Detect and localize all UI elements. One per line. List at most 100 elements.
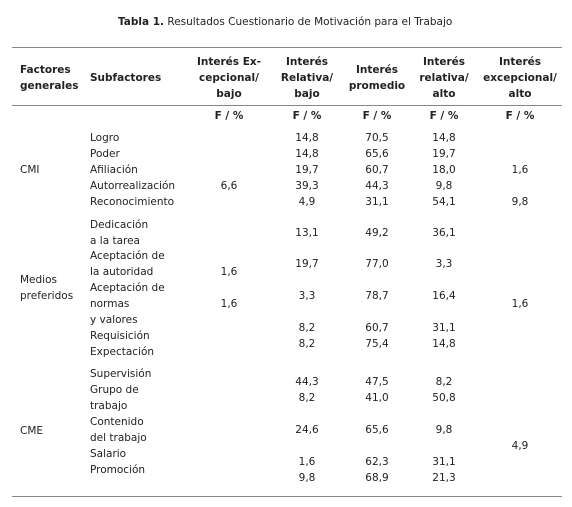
cell-value: 60,7: [365, 322, 389, 334]
column-header: relativa/: [419, 72, 469, 84]
subfactor-label: Poder: [90, 148, 120, 160]
cell-value: 31,1: [432, 456, 456, 468]
column-header: Relativa/: [280, 72, 334, 84]
subfactor-label: Logro: [90, 132, 120, 144]
subfactor-label: Reconocimiento: [90, 196, 175, 208]
cell-value: 9,8: [435, 180, 453, 192]
cell-value: 39,3: [295, 180, 319, 192]
cell-value: 14,8: [432, 338, 456, 350]
cell-value: 44,3: [295, 376, 319, 388]
cell-value: 8,2: [298, 338, 316, 350]
unit-label: F / %: [292, 110, 322, 122]
factor-label: CMI: [20, 164, 40, 176]
column-header: Interés: [355, 64, 399, 76]
cell-value: 1,6: [511, 164, 529, 176]
subfactor-label: Aceptación de: [90, 282, 165, 294]
subfactor-label: Grupo de: [90, 384, 139, 396]
title-text: Resultados Cuestionario de Motivación pa…: [167, 16, 453, 28]
cell-value: 62,3: [365, 456, 389, 468]
cell-value: 68,9: [365, 472, 389, 484]
cell-value: 4,9: [511, 440, 529, 452]
factor-label: CME: [20, 425, 44, 437]
column-header: alto: [508, 88, 532, 100]
unit-label: F / %: [505, 110, 535, 122]
column-header: cepcional/: [199, 72, 259, 84]
cell-value: 31,1: [432, 322, 456, 334]
cell-value: 1,6: [298, 456, 316, 468]
cell-value: 75,4: [365, 338, 389, 350]
cell-value: 8,2: [298, 392, 316, 404]
column-header: Interés: [498, 56, 542, 68]
cell-value: 31,1: [365, 196, 389, 208]
subfactor-label: Contenido: [90, 416, 144, 428]
subfactor-label: Supervisión: [90, 368, 152, 380]
cell-value: 49,2: [365, 227, 389, 239]
cell-value: 65,6: [365, 148, 389, 160]
column-header: promedio: [348, 80, 406, 92]
cell-value: 1,6: [220, 298, 238, 310]
subfactor-label: Expectación: [90, 346, 155, 358]
subfactor-label: normas: [90, 298, 130, 310]
top-rule: [12, 47, 562, 48]
cell-value: 77,0: [365, 258, 389, 270]
column-header: generales: [20, 80, 79, 92]
cell-value: 24,6: [295, 424, 319, 436]
subfactor-label: Afiliación: [90, 164, 138, 176]
subfactor-label: Aceptación de: [90, 250, 165, 262]
cell-value: 14,8: [295, 132, 319, 144]
cell-value: 3,3: [298, 290, 316, 302]
cell-value: 3,3: [435, 258, 453, 270]
cell-value: 70,5: [365, 132, 389, 144]
cell-value: 1,6: [511, 298, 529, 310]
cell-value: 41,0: [365, 392, 389, 404]
subfactor-label: la autoridad: [90, 266, 154, 278]
factor-label: Medios: [20, 274, 57, 286]
unit-label: F / %: [362, 110, 392, 122]
column-header: bajo: [216, 88, 242, 100]
unit-label: F / %: [214, 110, 244, 122]
cell-value: 14,8: [295, 148, 319, 160]
column-header: Subfactores: [90, 72, 162, 84]
header-rule: [12, 105, 562, 106]
subfactor-label: Dedicación: [90, 219, 149, 231]
cell-value: 8,2: [435, 376, 453, 388]
column-header: bajo: [294, 88, 320, 100]
cell-value: 16,4: [432, 290, 456, 302]
subfactor-label: y valores: [90, 314, 138, 326]
column-header: alto: [432, 88, 456, 100]
subfactor-label: trabajo: [90, 400, 128, 412]
cell-value: 4,9: [298, 196, 316, 208]
cell-value: 6,6: [220, 180, 238, 192]
cell-value: 19,7: [295, 258, 319, 270]
cell-value: 1,6: [220, 266, 238, 278]
cell-value: 18,0: [432, 164, 456, 176]
cell-value: 14,8: [432, 132, 456, 144]
cell-value: 50,8: [432, 392, 456, 404]
subfactor-label: Requisición: [90, 330, 150, 342]
column-header: Interés: [285, 56, 329, 68]
cell-value: 9,8: [435, 424, 453, 436]
subfactor-label: Autorrealización: [90, 180, 176, 192]
subfactor-label: Salario: [90, 448, 127, 460]
factor-label: preferidos: [20, 290, 74, 302]
cell-value: 19,7: [432, 148, 456, 160]
cell-value: 54,1: [432, 196, 456, 208]
column-header: Interés Ex-: [196, 56, 262, 68]
cell-value: 60,7: [365, 164, 389, 176]
cell-value: 47,5: [365, 376, 389, 388]
subfactor-label: a la tarea: [90, 235, 140, 247]
cell-value: 44,3: [365, 180, 389, 192]
title-label: Tabla 1.: [118, 16, 165, 28]
cell-value: 21,3: [432, 472, 456, 484]
cell-value: 9,8: [298, 472, 316, 484]
cell-value: 78,7: [365, 290, 389, 302]
cell-value: 36,1: [432, 227, 456, 239]
subfactor-label: Promoción: [90, 464, 146, 476]
unit-label: F / %: [429, 110, 459, 122]
cell-value: 19,7: [295, 164, 319, 176]
column-header: excepcional/: [483, 72, 557, 84]
column-header: Factores: [20, 64, 71, 76]
table-title: Tabla 1. Resultados Cuestionario de Moti…: [118, 15, 452, 29]
cell-value: 9,8: [511, 196, 529, 208]
